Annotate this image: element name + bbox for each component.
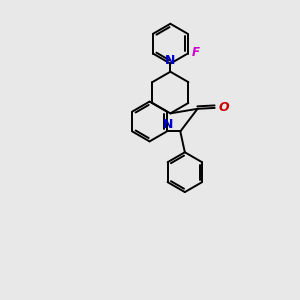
Text: N: N: [163, 118, 173, 131]
Text: F: F: [192, 46, 200, 59]
Text: N: N: [165, 54, 176, 67]
Text: O: O: [218, 101, 229, 114]
